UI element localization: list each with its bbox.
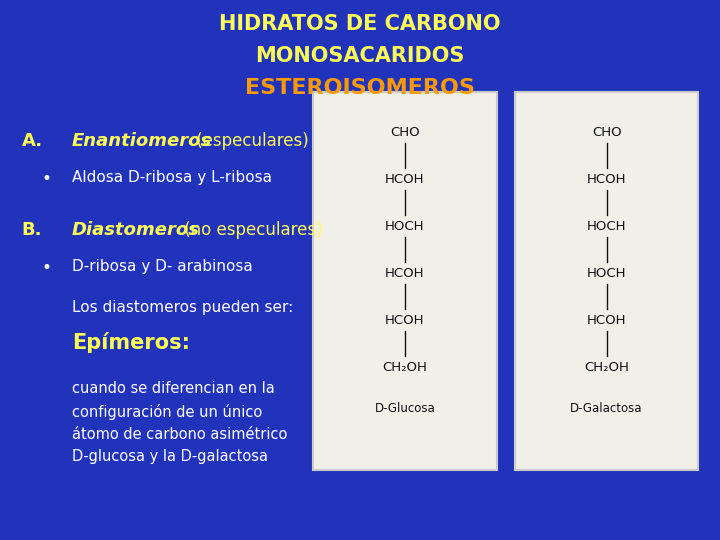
Text: (especulares): (especulares): [191, 132, 309, 150]
Text: HCOH: HCOH: [385, 173, 425, 186]
Text: Los diastomeros pueden ser:: Los diastomeros pueden ser:: [72, 300, 293, 315]
Text: CHO: CHO: [592, 126, 621, 139]
Text: MONOSACARIDOS: MONOSACARIDOS: [256, 46, 464, 66]
Text: HIDRATOS DE CARBONO: HIDRATOS DE CARBONO: [220, 14, 500, 33]
Text: D-Galactosa: D-Galactosa: [570, 402, 643, 415]
Text: A.: A.: [22, 132, 42, 150]
Text: ESTEROISOMEROS: ESTEROISOMEROS: [245, 78, 475, 98]
Text: CH₂OH: CH₂OH: [584, 361, 629, 374]
Text: (no especulares): (no especulares): [179, 221, 322, 239]
Text: HCOH: HCOH: [385, 314, 425, 327]
FancyBboxPatch shape: [313, 92, 497, 470]
Text: HOCH: HOCH: [587, 220, 626, 233]
Text: Epímeros:: Epímeros:: [72, 332, 190, 353]
Text: •: •: [42, 259, 52, 277]
Text: HCOH: HCOH: [587, 314, 626, 327]
Text: •: •: [42, 170, 52, 188]
Text: HOCH: HOCH: [385, 220, 425, 233]
Text: CH₂OH: CH₂OH: [382, 361, 428, 374]
Text: CHO: CHO: [390, 126, 420, 139]
Text: D-ribosa y D- arabinosa: D-ribosa y D- arabinosa: [72, 259, 253, 274]
Text: HCOH: HCOH: [385, 267, 425, 280]
Text: Diastomeros: Diastomeros: [72, 221, 200, 239]
Text: Enantiomeros: Enantiomeros: [72, 132, 212, 150]
Text: HCOH: HCOH: [587, 173, 626, 186]
Text: HOCH: HOCH: [587, 267, 626, 280]
Text: D-Glucosa: D-Glucosa: [374, 402, 436, 415]
Text: Aldosa D-ribosa y L-ribosa: Aldosa D-ribosa y L-ribosa: [72, 170, 272, 185]
FancyBboxPatch shape: [515, 92, 698, 470]
Text: cuando se diferencian en la
configuración de un único
átomo de carbono asimétric: cuando se diferencian en la configuració…: [72, 381, 287, 464]
Text: B.: B.: [22, 221, 42, 239]
